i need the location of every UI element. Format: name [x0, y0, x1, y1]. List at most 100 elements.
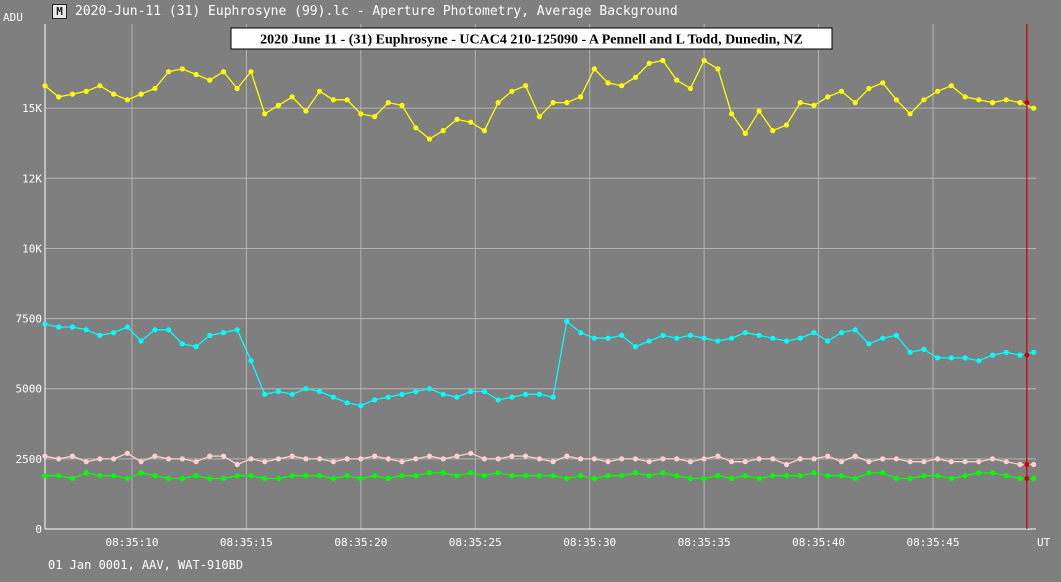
- data-point: [83, 88, 89, 94]
- data-point: [97, 332, 103, 338]
- data-point: [234, 85, 240, 92]
- time-cursor[interactable]: [1024, 24, 1030, 529]
- data-point: [179, 341, 185, 347]
- data-point: [399, 459, 405, 465]
- data-point: [358, 475, 364, 482]
- chart-title: 2020 June 11 - (31) Euphrosyne - UCAC4 2…: [260, 33, 803, 48]
- data-point: [1031, 475, 1037, 482]
- data-point: [962, 473, 968, 479]
- data-point: [797, 335, 803, 341]
- series-1: [42, 57, 1037, 142]
- data-point: [578, 94, 584, 100]
- y-tick-label: 7500: [16, 313, 43, 326]
- data-point: [69, 91, 76, 97]
- data-point: [220, 69, 227, 75]
- data-point: [1017, 461, 1023, 468]
- cursor-marker: [1024, 476, 1030, 481]
- data-point: [770, 473, 776, 479]
- data-point: [907, 349, 913, 355]
- data-point: [426, 136, 433, 142]
- data-point: [756, 475, 762, 482]
- data-point: [262, 391, 268, 397]
- data-point: [536, 114, 543, 120]
- data-point: [275, 456, 281, 462]
- data-point: [495, 100, 501, 106]
- data-point: [138, 470, 144, 476]
- data-point: [646, 459, 652, 465]
- data-point: [372, 473, 378, 479]
- data-point: [83, 470, 89, 476]
- data-point: [935, 456, 941, 462]
- data-point: [97, 473, 103, 479]
- data-point: [42, 83, 48, 89]
- data-point: [124, 324, 130, 330]
- data-point: [715, 473, 721, 479]
- data-point: [852, 327, 858, 333]
- data-point: [632, 344, 639, 350]
- data-point: [1017, 100, 1023, 106]
- data-point: [344, 473, 350, 479]
- data-point: [289, 94, 295, 100]
- data-point: [344, 97, 350, 103]
- data-point: [989, 456, 996, 462]
- data-point: [372, 453, 378, 459]
- data-point: [468, 450, 474, 456]
- data-point: [989, 470, 996, 476]
- data-point: [605, 459, 611, 465]
- data-point: [69, 453, 76, 459]
- data-point: [893, 456, 900, 462]
- data-point: [838, 88, 845, 94]
- data-point: [825, 473, 831, 479]
- data-point: [275, 475, 281, 482]
- data-point: [591, 66, 597, 72]
- data-point: [989, 352, 996, 358]
- data-point: [536, 456, 543, 462]
- data-point: [468, 119, 474, 125]
- lightcurve-app-icon[interactable]: M: [52, 4, 67, 19]
- data-point: [591, 335, 597, 341]
- data-point: [207, 453, 213, 459]
- data-point: [495, 456, 501, 462]
- data-point: [440, 391, 446, 397]
- data-point: [701, 475, 707, 482]
- data-point: [330, 459, 336, 465]
- data-point: [783, 122, 790, 128]
- cursor-marker: [1024, 100, 1030, 106]
- data-point: [935, 88, 941, 94]
- data-point: [413, 388, 419, 395]
- data-point: [962, 355, 968, 361]
- data-point: [838, 330, 845, 336]
- data-point: [646, 473, 652, 479]
- data-point: [880, 456, 886, 462]
- data-point: [454, 394, 460, 400]
- data-point: [385, 100, 391, 106]
- data-point: [385, 456, 391, 462]
- data-point: [962, 459, 968, 465]
- data-point: [124, 450, 130, 456]
- data-point: [97, 456, 103, 462]
- x-tick-label: 08:35:15: [220, 536, 273, 549]
- data-point: [838, 473, 845, 479]
- footer-info: 01 Jan 0001, AAV, WAT-910BD: [48, 558, 244, 572]
- data-point: [262, 459, 268, 465]
- data-point: [152, 327, 158, 333]
- data-point: [385, 475, 391, 482]
- data-point: [866, 341, 872, 347]
- window-title-bar: M 2020-Jun-11 (31) Euphrosyne (99).lc - …: [0, 0, 1061, 24]
- data-point: [866, 85, 872, 92]
- data-point: [742, 130, 748, 136]
- data-point: [372, 114, 378, 120]
- data-point: [317, 88, 323, 94]
- data-point: [248, 456, 254, 462]
- data-point: [372, 397, 378, 403]
- data-point: [56, 456, 62, 462]
- data-point: [619, 332, 625, 338]
- data-point: [564, 475, 570, 482]
- x-tick-label: 08:35:20: [334, 536, 387, 549]
- data-point: [783, 473, 790, 479]
- data-point: [1017, 475, 1023, 482]
- data-point: [193, 344, 199, 350]
- data-point: [838, 459, 845, 465]
- data-point: [42, 473, 48, 479]
